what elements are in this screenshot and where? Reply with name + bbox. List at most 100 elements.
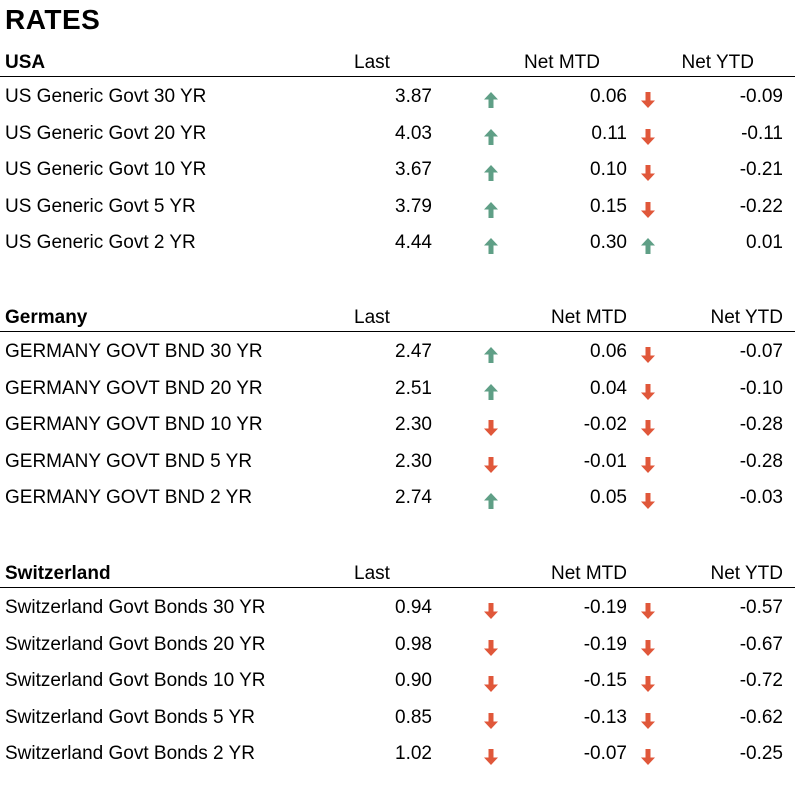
arrow-down-icon	[640, 456, 656, 474]
last-value: 2.30	[395, 450, 432, 472]
security-name: GERMANY GOVT BND 2 YR	[5, 487, 253, 508]
arrow-up-icon	[483, 492, 499, 510]
section-rows: US Generic Govt 30 YR 3.87 0.06 -0.09 US Gen…	[0, 78, 795, 261]
section-header: USA Last Net MTD Net YTD	[0, 50, 795, 77]
arrow-down-icon	[483, 639, 499, 657]
arrow-down-icon	[640, 128, 656, 146]
net-mtd-value: 0.15	[590, 195, 627, 217]
security-name: GERMANY GOVT BND 10 YR	[5, 414, 263, 435]
arrow-down-icon	[640, 91, 656, 109]
section-header: Switzerland Last Net MTD Net YTD	[0, 561, 795, 588]
table-row: US Generic Govt 10 YR 3.67 0.10 -0.21	[0, 151, 795, 188]
net-ytd-value: -0.28	[739, 414, 783, 435]
table-row: US Generic Govt 5 YR 3.79 0.15 -0.22	[0, 188, 795, 225]
last-value: 0.94	[395, 597, 432, 618]
net-mtd-value: 0.06	[590, 86, 627, 107]
arrow-up-icon	[483, 383, 499, 401]
arrow-up-icon	[483, 128, 499, 146]
arrow-down-icon	[640, 492, 656, 510]
arrow-down-icon	[640, 602, 656, 620]
net-mtd-value: -0.19	[583, 633, 627, 655]
last-value: 2.51	[395, 377, 432, 399]
table-row: Switzerland Govt Bonds 20 YR 0.98 -0.19 -0.…	[0, 626, 795, 663]
security-name: Switzerland Govt Bonds 5 YR	[5, 706, 255, 728]
last-value: 3.67	[395, 159, 432, 180]
table-row: GERMANY GOVT BND 5 YR 2.30 -0.01 -0.28	[0, 443, 795, 480]
section-usa: USA Last Net MTD Net YTD US Generic Govt 30 …	[0, 50, 795, 261]
net-mtd-value: 0.04	[590, 377, 627, 399]
table-row: Switzerland Govt Bonds 5 YR 0.85 -0.13 -0.6…	[0, 699, 795, 736]
table-row: Switzerland Govt Bonds 30 YR 0.94 -0.19 -0.…	[0, 589, 795, 626]
table-row: GERMANY GOVT BND 30 YR 2.47 0.06 -0.07	[0, 333, 795, 370]
security-name: Switzerland Govt Bonds 30 YR	[5, 597, 266, 618]
column-header-last: Last	[354, 52, 390, 73]
column-header-net-mtd: Net MTD	[551, 307, 627, 328]
arrow-up-icon	[483, 237, 499, 255]
last-value: 0.90	[395, 670, 432, 691]
net-ytd-value: -0.11	[741, 122, 783, 144]
net-ytd-value: -0.21	[739, 159, 783, 180]
section-title: USA	[5, 52, 46, 73]
section-germany: Germany Last Net MTD Net YTD GERMANY GOVT BN…	[0, 305, 795, 516]
net-ytd-value: -0.67	[739, 633, 783, 655]
section-header: Germany Last Net MTD Net YTD	[0, 305, 795, 332]
net-mtd-value: -0.02	[583, 414, 627, 435]
net-ytd-value: -0.57	[739, 597, 783, 618]
security-name: US Generic Govt 30 YR	[5, 86, 207, 107]
last-value: 3.79	[395, 195, 432, 217]
column-header-net-ytd: Net YTD	[710, 307, 783, 328]
last-value: 0.98	[395, 633, 432, 655]
net-mtd-value: -0.19	[583, 597, 627, 618]
section-rows: GERMANY GOVT BND 30 YR 2.47 0.06 -0.07 GERMA…	[0, 333, 795, 516]
table-row: GERMANY GOVT BND 2 YR 2.74 0.05 -0.03	[0, 479, 795, 516]
arrow-down-icon	[483, 602, 499, 620]
net-ytd-value: -0.07	[739, 341, 783, 362]
arrow-down-icon	[640, 675, 656, 693]
net-mtd-value: 0.30	[590, 232, 627, 253]
net-ytd-value: 0.01	[746, 232, 783, 253]
table-row: US Generic Govt 30 YR 3.87 0.06 -0.09	[0, 78, 795, 115]
table-row: US Generic Govt 20 YR 4.03 0.11 -0.11	[0, 115, 795, 152]
section-rows: Switzerland Govt Bonds 30 YR 0.94 -0.19 -0.…	[0, 589, 795, 772]
net-ytd-value: -0.72	[739, 670, 783, 691]
net-mtd-value: -0.01	[583, 450, 627, 472]
table-row: GERMANY GOVT BND 20 YR 2.51 0.04 -0.10	[0, 370, 795, 407]
last-value: 2.47	[395, 341, 432, 362]
net-mtd-value: 0.05	[590, 487, 627, 508]
net-mtd-value: -0.13	[583, 706, 627, 728]
net-ytd-value: -0.09	[739, 86, 783, 107]
last-value: 4.03	[395, 122, 432, 144]
net-mtd-value: 0.06	[590, 341, 627, 362]
security-name: US Generic Govt 5 YR	[5, 195, 196, 217]
column-header-net-ytd: Net YTD	[681, 52, 754, 73]
table-row: Switzerland Govt Bonds 2 YR 1.02 -0.07 -0.2…	[0, 735, 795, 772]
net-mtd-value: 0.11	[591, 122, 627, 144]
column-header-last: Last	[354, 563, 390, 584]
security-name: GERMANY GOVT BND 20 YR	[5, 377, 263, 399]
last-value: 0.85	[395, 706, 432, 728]
arrow-down-icon	[483, 675, 499, 693]
table-row: Switzerland Govt Bonds 10 YR 0.90 -0.15 -0.…	[0, 662, 795, 699]
net-mtd-value: -0.15	[583, 670, 627, 691]
table-row: GERMANY GOVT BND 10 YR 2.30 -0.02 -0.28	[0, 406, 795, 443]
table-row: US Generic Govt 2 YR 4.44 0.30 0.01	[0, 224, 795, 261]
arrow-down-icon	[640, 419, 656, 437]
net-mtd-value: -0.07	[583, 743, 627, 764]
security-name: Switzerland Govt Bonds 10 YR	[5, 670, 266, 691]
arrow-down-icon	[640, 639, 656, 657]
last-value: 2.30	[395, 414, 432, 435]
security-name: GERMANY GOVT BND 30 YR	[5, 341, 263, 362]
net-ytd-value: -0.10	[739, 377, 783, 399]
page-title: RATES	[5, 4, 101, 35]
section-switzerland: Switzerland Last Net MTD Net YTD Switzerland…	[0, 561, 795, 772]
security-name: Switzerland Govt Bonds 20 YR	[5, 633, 266, 655]
last-value: 1.02	[395, 743, 432, 764]
last-value: 2.74	[395, 487, 432, 508]
net-ytd-value: -0.28	[739, 450, 783, 472]
column-header-net-mtd: Net MTD	[551, 563, 627, 584]
last-value: 3.87	[395, 86, 432, 107]
section-title: Germany	[5, 307, 88, 328]
arrow-up-icon	[640, 237, 656, 255]
arrow-down-icon	[640, 712, 656, 730]
section-title: Switzerland	[5, 563, 111, 584]
